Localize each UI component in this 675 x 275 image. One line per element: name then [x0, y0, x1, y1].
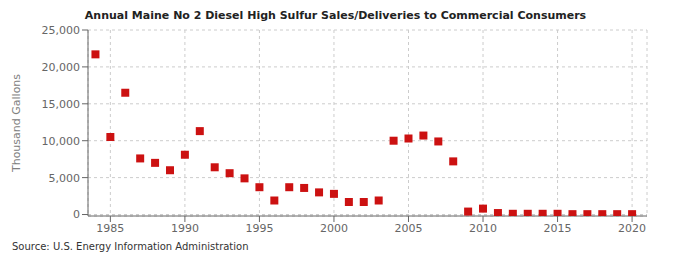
svg-text:Thousand Gallons: Thousand Gallons [10, 74, 23, 173]
html-text:Annual Maine No 2 Diesel High: Annual Maine No 2 Diesel High Sulfur Sal… [84, 9, 587, 22]
svg-text:25,000: 25,000 [42, 24, 81, 37]
svg-text:2000: 2000 [320, 222, 348, 235]
svg-text:20,000: 20,000 [42, 61, 81, 74]
svg-text:2010: 2010 [469, 222, 497, 235]
svg-text:5,000: 5,000 [49, 172, 81, 185]
svg-text:15,000: 15,000 [42, 98, 81, 111]
svg-text:10,000: 10,000 [42, 135, 81, 148]
svg-text:1985: 1985 [96, 222, 124, 235]
svg-text:2005: 2005 [394, 222, 422, 235]
svg-text:1995: 1995 [245, 222, 273, 235]
svg-text:0: 0 [73, 208, 80, 221]
svg-text:2015: 2015 [544, 222, 572, 235]
svg-text:1990: 1990 [171, 222, 199, 235]
svg-text:2020: 2020 [618, 222, 646, 235]
html-text:Source: U.S. Energy Informatio: Source: U.S. Energy Information Administ… [12, 241, 249, 252]
